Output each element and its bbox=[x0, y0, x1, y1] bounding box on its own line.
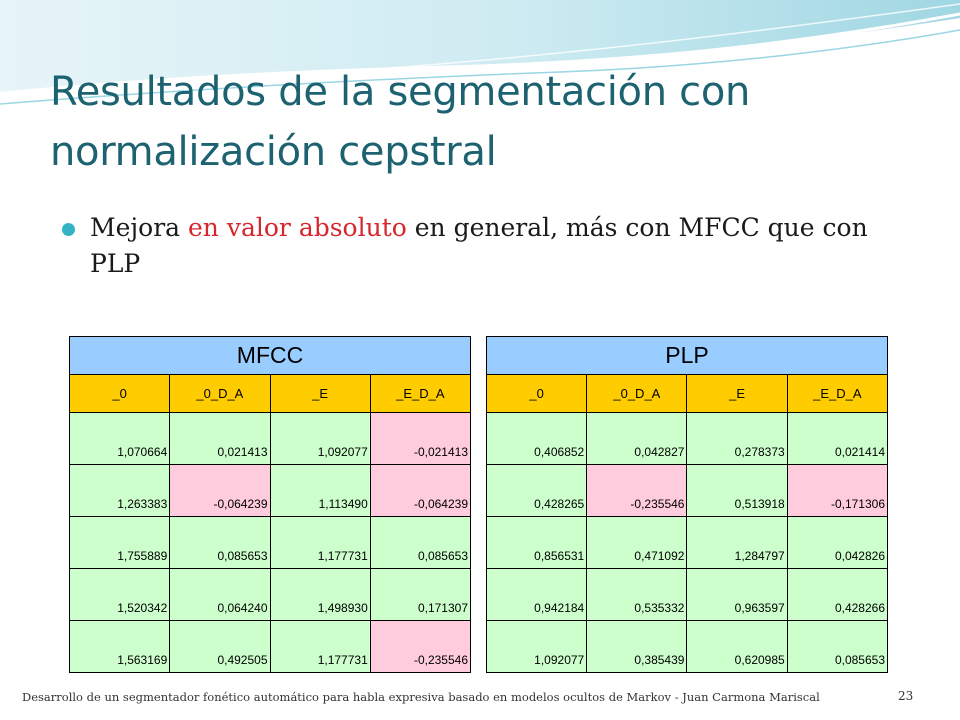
bullet-text: Mejora en valor absoluto en general, más… bbox=[90, 210, 890, 282]
slide-title: Resultados de la segmentación con normal… bbox=[50, 62, 930, 182]
table-cell: 0,085653 bbox=[369, 516, 472, 569]
table-cell: 0,042827 bbox=[586, 412, 688, 465]
column-header: _E_D_A bbox=[786, 374, 889, 413]
table-cell: 1,498930 bbox=[269, 568, 371, 621]
table-cell: 1,520342 bbox=[68, 568, 171, 621]
table-cell: 0,085653 bbox=[786, 620, 889, 673]
table-row: 0,942184 0,535332 0,963597 0,428266 bbox=[485, 568, 889, 621]
mfcc-column-header-row: _0 _0_D_A _E _E_D_A bbox=[68, 374, 472, 413]
header-wave-line-1 bbox=[0, 12, 960, 98]
table-cell: -0,235546 bbox=[586, 464, 688, 517]
bullet-text-post: en general, más con MFCC que con PLP bbox=[90, 213, 868, 278]
column-header: _0 bbox=[68, 374, 171, 413]
bullet-dot-icon bbox=[62, 223, 75, 236]
table-row: 0,428265 -0,235546 0,513918 -0,171306 bbox=[485, 464, 889, 517]
table-row: 1,563169 0,492505 1,177731 -0,235546 bbox=[68, 620, 472, 673]
plp-title-row: PLP bbox=[486, 336, 888, 375]
mfcc-table-title: MFCC bbox=[69, 336, 471, 375]
header-wave-line-3 bbox=[299, 3, 960, 75]
table-cell: -0,171306 bbox=[786, 464, 889, 517]
table-cell: 1,563169 bbox=[68, 620, 171, 673]
table-row: 1,070664 0,021413 1,092077 -0,021413 bbox=[68, 412, 472, 465]
mfcc-table: MFCC _0 _0_D_A _E _E_D_A 1,070664 0,021413 1,09… bbox=[68, 336, 472, 673]
table-row: 1,520342 0,064240 1,498930 0,171307 bbox=[68, 568, 472, 621]
header-wave-line-2 bbox=[0, 29, 960, 105]
table-cell: 1,113490 bbox=[269, 464, 371, 517]
table-cell: 1,092077 bbox=[269, 412, 371, 465]
table-cell: -0,064239 bbox=[369, 464, 472, 517]
plp-table-title: PLP bbox=[486, 336, 888, 375]
table-cell: 0,406852 bbox=[485, 412, 588, 465]
table-cell: 0,042826 bbox=[786, 516, 889, 569]
slide-title-line-2: normalización cepstral bbox=[50, 129, 497, 175]
table-cell: 1,092077 bbox=[485, 620, 588, 673]
column-header: _E bbox=[686, 374, 788, 413]
table-cell: 1,177731 bbox=[269, 620, 371, 673]
table-cell: 1,284797 bbox=[686, 516, 788, 569]
table-cell: 0,021414 bbox=[786, 412, 889, 465]
bullet-text-highlight: en valor absoluto bbox=[188, 213, 407, 242]
table-cell: 0,278373 bbox=[686, 412, 788, 465]
column-header: _E bbox=[269, 374, 371, 413]
table-cell: 0,513918 bbox=[686, 464, 788, 517]
table-cell: -0,064239 bbox=[169, 464, 271, 517]
table-cell: 1,070664 bbox=[68, 412, 171, 465]
table-cell: -0,235546 bbox=[369, 620, 472, 673]
table-cell: 0,085653 bbox=[169, 516, 271, 569]
plp-table: PLP _0 _0_D_A _E _E_D_A 0,406852 0,042827 0,278… bbox=[485, 336, 889, 673]
column-header: _0_D_A bbox=[169, 374, 271, 413]
table-cell: 0,171307 bbox=[369, 568, 472, 621]
table-cell: 1,263383 bbox=[68, 464, 171, 517]
table-cell: 0,428266 bbox=[786, 568, 889, 621]
table-cell: 0,064240 bbox=[169, 568, 271, 621]
table-row: 1,755889 0,085653 1,177731 0,085653 bbox=[68, 516, 472, 569]
table-row: 0,406852 0,042827 0,278373 0,021414 bbox=[485, 412, 889, 465]
column-header: _0_D_A bbox=[586, 374, 688, 413]
footer-text: Desarrollo de un segmentador fonético au… bbox=[22, 690, 820, 704]
table-cell: 0,620985 bbox=[686, 620, 788, 673]
plp-column-header-row: _0 _0_D_A _E _E_D_A bbox=[485, 374, 889, 413]
table-cell: 0,856531 bbox=[485, 516, 588, 569]
table-row: 0,856531 0,471092 1,284797 0,042826 bbox=[485, 516, 889, 569]
table-cell: 0,535332 bbox=[586, 568, 688, 621]
bullet-text-pre: Mejora bbox=[90, 213, 188, 242]
table-cell: 1,177731 bbox=[269, 516, 371, 569]
table-cell: 0,471092 bbox=[586, 516, 688, 569]
mfcc-title-row: MFCC bbox=[69, 336, 471, 375]
table-cell: 0,492505 bbox=[169, 620, 271, 673]
page-number: 23 bbox=[898, 689, 914, 703]
table-cell: 0,942184 bbox=[485, 568, 588, 621]
column-header: _0 bbox=[485, 374, 588, 413]
table-cell: 0,428265 bbox=[485, 464, 588, 517]
slide-title-line-1: Resultados de la segmentación con bbox=[50, 69, 751, 115]
header-wave bbox=[0, 0, 960, 92]
column-header: _E_D_A bbox=[369, 374, 472, 413]
table-row: 1,263383 -0,064239 1,113490 -0,064239 bbox=[68, 464, 472, 517]
table-cell: 0,385439 bbox=[586, 620, 688, 673]
table-cell: 0,963597 bbox=[686, 568, 788, 621]
table-cell: -0,021413 bbox=[369, 412, 472, 465]
table-cell: 0,021413 bbox=[169, 412, 271, 465]
table-cell: 1,755889 bbox=[68, 516, 171, 569]
table-row: 1,092077 0,385439 0,620985 0,085653 bbox=[485, 620, 889, 673]
